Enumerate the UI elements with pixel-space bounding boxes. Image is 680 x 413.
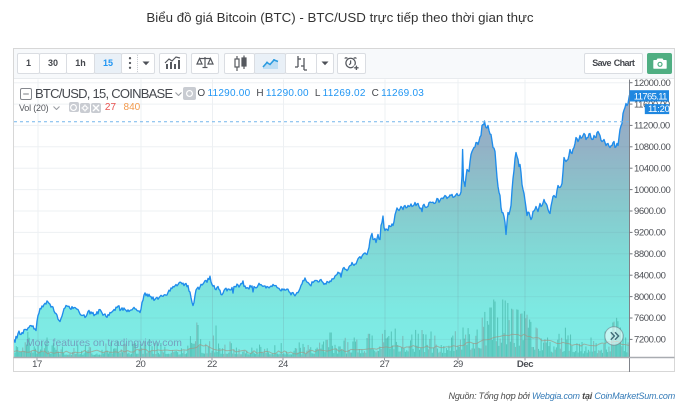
svg-text:9200.00: 9200.00: [634, 227, 666, 238]
svg-text:11200.00: 11200.00: [634, 120, 670, 131]
svg-text:More features on tradingview.c: More features on tradingview.com: [26, 338, 182, 349]
svg-text:10000.00: 10000.00: [634, 184, 671, 195]
svg-text:12000.00: 12000.00: [634, 77, 671, 88]
svg-text:29: 29: [453, 359, 463, 370]
svg-text:9600.00: 9600.00: [634, 206, 666, 217]
svg-text:10800.00: 10800.00: [634, 142, 671, 153]
svg-text:24: 24: [278, 359, 288, 370]
svg-text:8400.00: 8400.00: [634, 270, 666, 281]
svg-text:10400.00: 10400.00: [634, 163, 671, 174]
svg-text:11:20: 11:20: [648, 104, 670, 115]
svg-text:17: 17: [32, 359, 42, 370]
svg-text:Dec: Dec: [517, 359, 533, 370]
svg-text:11765.11: 11765.11: [634, 91, 667, 102]
svg-text:7600.00: 7600.00: [634, 313, 666, 324]
svg-text:8800.00: 8800.00: [634, 249, 666, 260]
svg-text:22: 22: [207, 359, 217, 370]
svg-text:8000.00: 8000.00: [634, 291, 666, 302]
svg-text:7200.00: 7200.00: [634, 334, 666, 345]
svg-text:20: 20: [136, 359, 146, 370]
svg-text:27: 27: [380, 359, 390, 370]
